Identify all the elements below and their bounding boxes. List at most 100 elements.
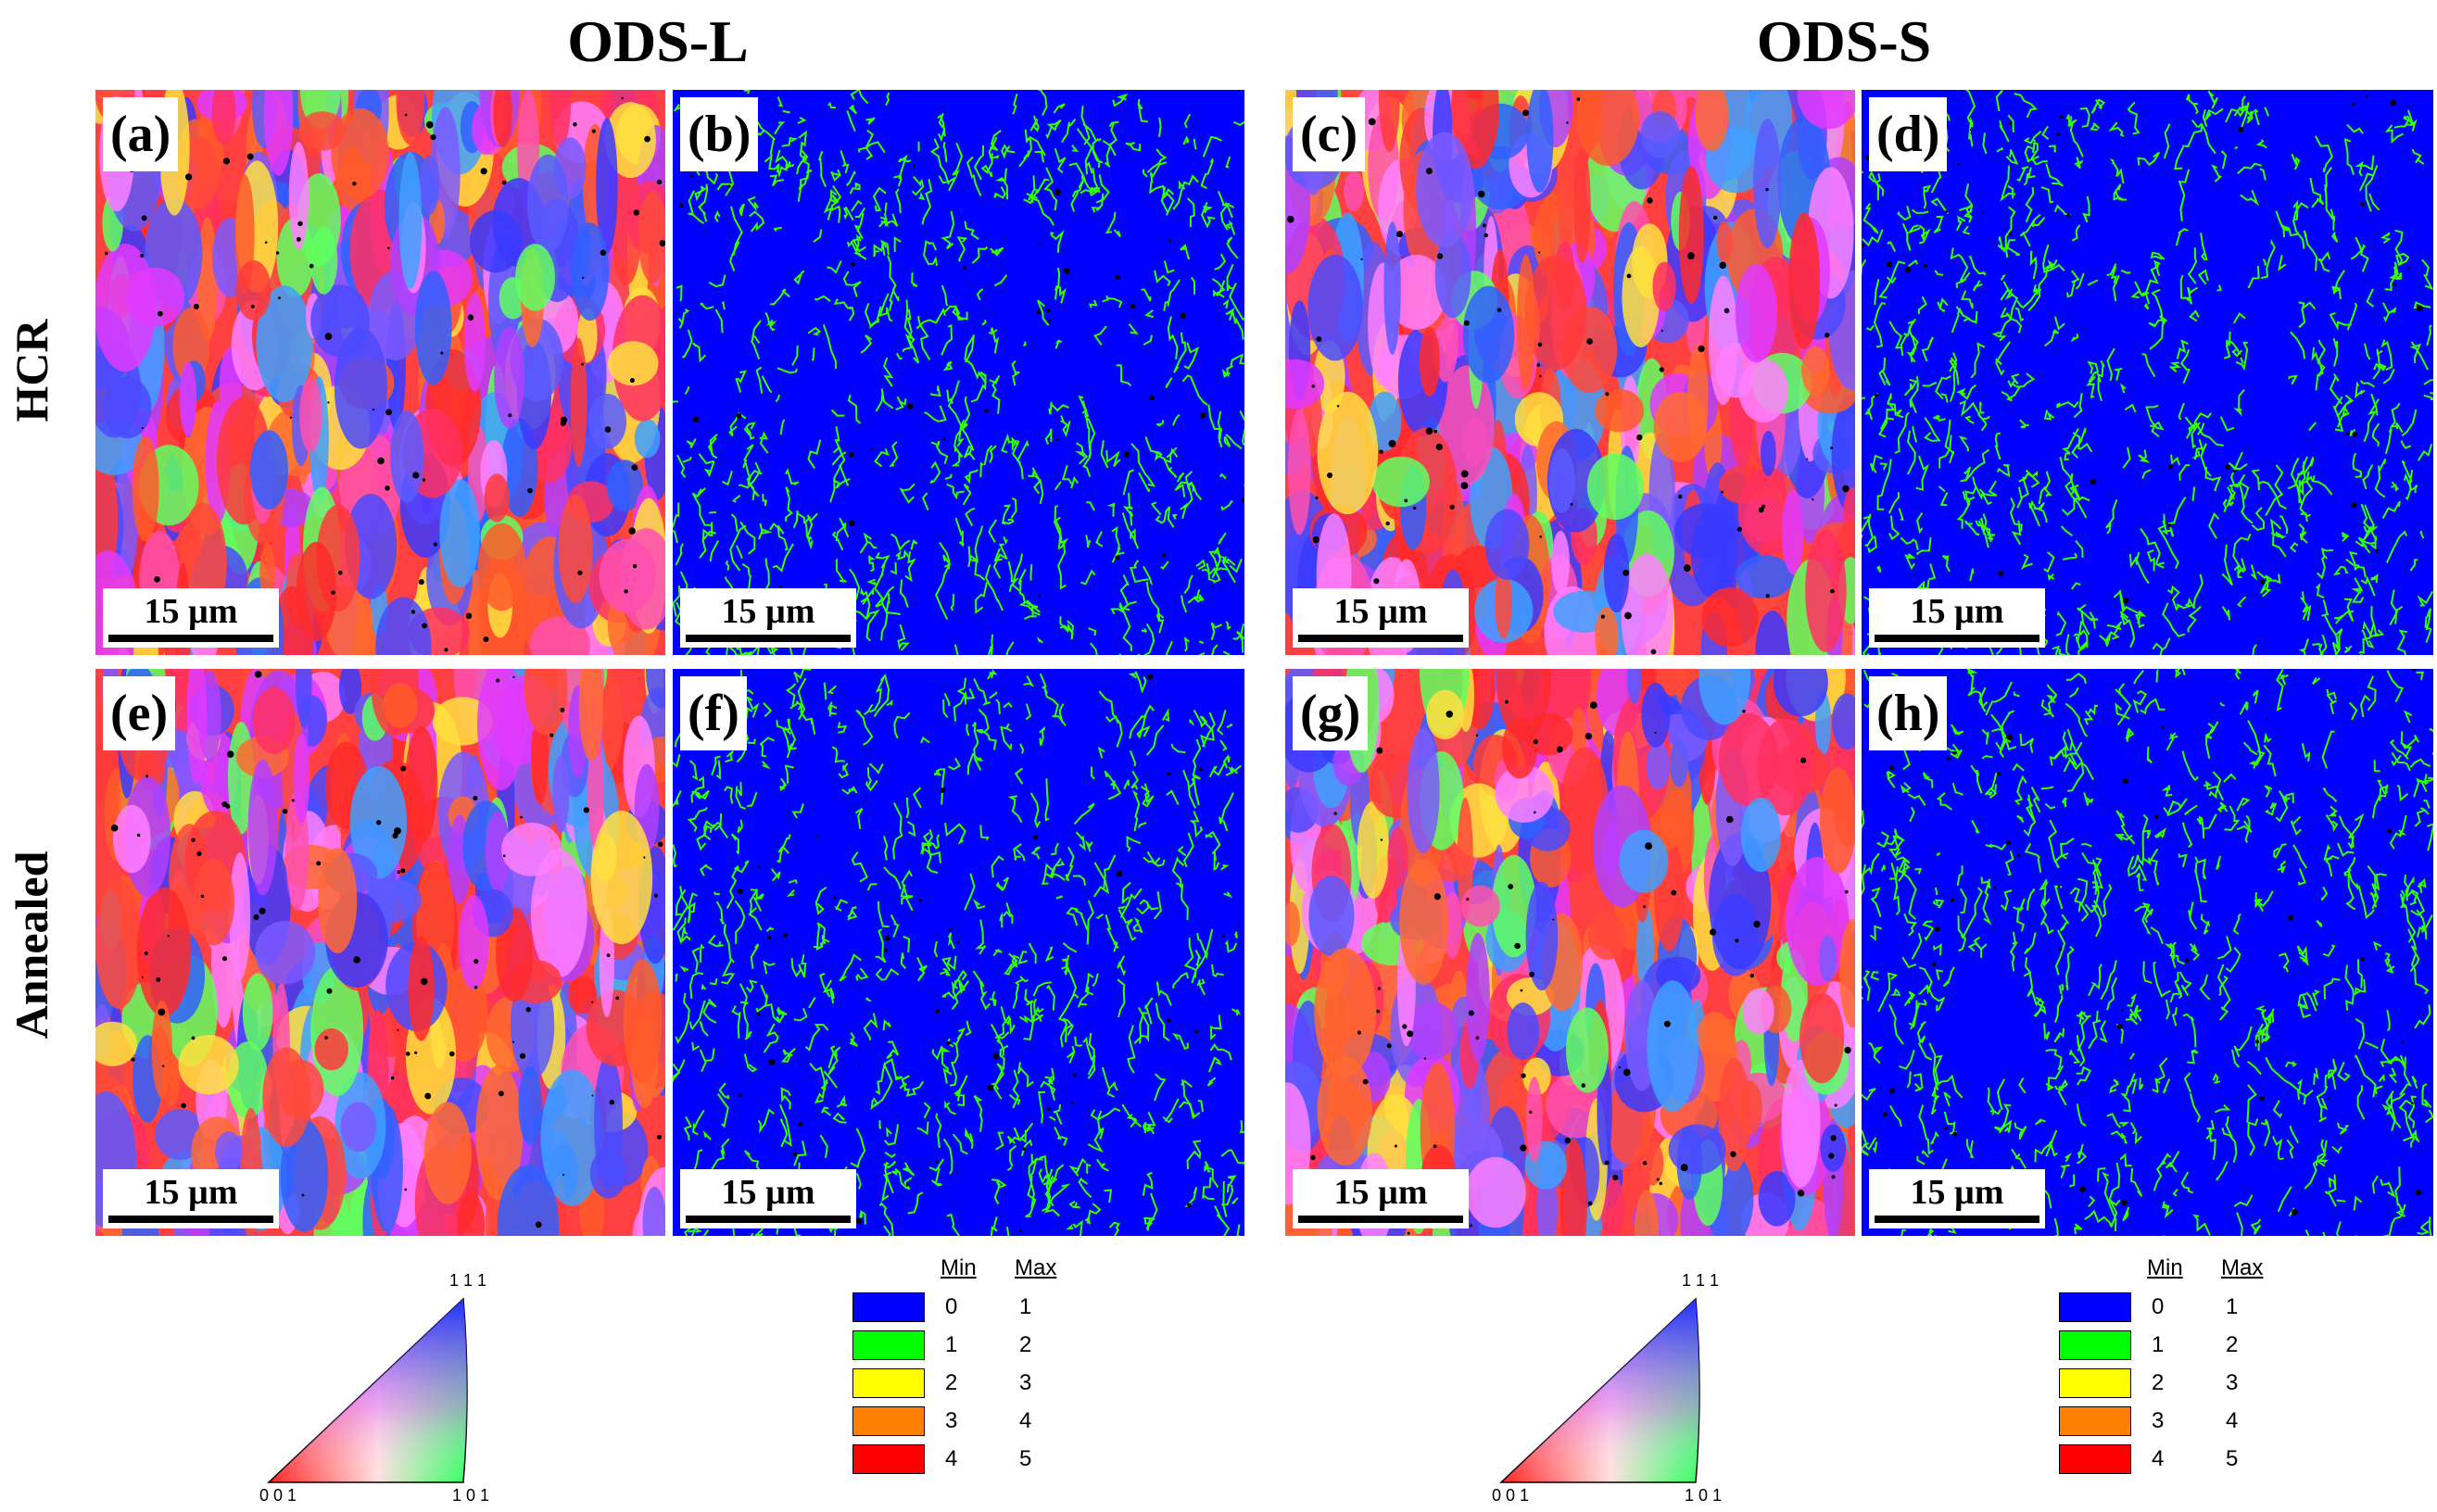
legend-min-value: 3 bbox=[945, 1408, 958, 1433]
kam-legend-right: Min Max 0 1 1 2 2 3 3 4 4 5 bbox=[2059, 1255, 2300, 1487]
scale-bar: 15 µm bbox=[103, 1169, 279, 1228]
scale-bar: 15 µm bbox=[1869, 1169, 2045, 1228]
panel-label: (c) bbox=[1293, 97, 1366, 171]
legend-min-value: 0 bbox=[945, 1294, 958, 1319]
kam-map-graphic bbox=[1862, 669, 2433, 1236]
ipf-map-graphic bbox=[1285, 90, 1855, 655]
scale-bar-text: 15 µm bbox=[721, 592, 815, 631]
ipf-triangle-icon bbox=[1499, 1297, 1700, 1483]
panel-f-kam-map: (f) 15 µm bbox=[673, 669, 1244, 1236]
scale-bar-text: 15 µm bbox=[1333, 592, 1428, 631]
scale-bar-text: 15 µm bbox=[1333, 1173, 1428, 1212]
scale-bar-line bbox=[686, 635, 851, 642]
panel-b-kam-map: (b) 15 µm bbox=[673, 90, 1244, 655]
legend-max-header: Max bbox=[2221, 1255, 2264, 1280]
legend-min-value: 4 bbox=[945, 1446, 958, 1471]
panel-label: (d) bbox=[1869, 97, 1948, 171]
ipf-map-graphic bbox=[95, 90, 665, 655]
scale-bar-text: 15 µm bbox=[144, 1173, 238, 1212]
scale-bar-text: 15 µm bbox=[1910, 1173, 2004, 1212]
ipf-label-101: 1 0 1 bbox=[1685, 1486, 1723, 1505]
scale-bar-text: 15 µm bbox=[721, 1173, 815, 1212]
scale-bar-text: 15 µm bbox=[1910, 592, 2004, 631]
legend-min-value: 2 bbox=[945, 1370, 958, 1395]
legend-swatch bbox=[852, 1292, 925, 1322]
scale-bar-line bbox=[1875, 635, 2039, 642]
panel-e-ipf-map: (e) 15 µm bbox=[95, 669, 665, 1236]
column-title-ods-l: ODS-L bbox=[567, 8, 749, 74]
legend-min-header: Min bbox=[941, 1255, 977, 1280]
panel-g-ipf-map: (g) 15 µm bbox=[1285, 669, 1855, 1236]
panel-label: (a) bbox=[103, 97, 179, 171]
legend-min-value: 1 bbox=[945, 1332, 958, 1357]
legend-min-value: 2 bbox=[2152, 1370, 2165, 1395]
panel-h-kam-map: (h) 15 µm bbox=[1862, 669, 2433, 1236]
panel-label: (g) bbox=[1293, 676, 1369, 750]
legend-max-value: 1 bbox=[2226, 1294, 2239, 1319]
legend-swatch bbox=[2059, 1292, 2131, 1322]
legend-min-header: Min bbox=[2147, 1255, 2183, 1280]
ipf-key-right: 1 1 1 0 0 1 1 0 1 bbox=[1483, 1253, 1761, 1507]
scale-bar: 15 µm bbox=[680, 1169, 856, 1228]
legend-swatch bbox=[2059, 1330, 2131, 1360]
scale-bar: 15 µm bbox=[1293, 1169, 1469, 1228]
legend-min-value: 0 bbox=[2152, 1294, 2165, 1319]
scale-bar-line bbox=[1298, 1216, 1463, 1223]
legend-max-value: 1 bbox=[1019, 1294, 1032, 1319]
ipf-map-graphic bbox=[1285, 669, 1855, 1236]
legend-max-value: 2 bbox=[1019, 1332, 1032, 1357]
legend-swatch bbox=[852, 1368, 925, 1398]
legend-swatch bbox=[2059, 1406, 2131, 1436]
row-title-annealed: Annealed bbox=[6, 850, 57, 1040]
legend-max-value: 5 bbox=[2226, 1446, 2239, 1471]
legend-max-value: 3 bbox=[1019, 1370, 1032, 1395]
legend-swatch bbox=[852, 1444, 925, 1474]
panel-c-ipf-map: (c) 15 µm bbox=[1285, 90, 1855, 655]
legend-max-value: 2 bbox=[2226, 1332, 2239, 1357]
legend-max-value: 3 bbox=[2226, 1370, 2239, 1395]
kam-map-graphic bbox=[673, 669, 1244, 1236]
legend-min-value: 3 bbox=[2152, 1408, 2165, 1433]
legend-max-header: Max bbox=[1015, 1255, 1057, 1280]
scale-bar: 15 µm bbox=[1293, 588, 1469, 648]
kam-legend-left: Min Max 0 1 1 2 2 3 3 4 4 5 bbox=[852, 1255, 1093, 1487]
panel-a-ipf-map: (a) 15 µm bbox=[95, 90, 665, 655]
legend-swatch bbox=[852, 1330, 925, 1360]
column-title-ods-s: ODS-S bbox=[1756, 8, 1932, 74]
panel-d-kam-map: (d) 15 µm bbox=[1862, 90, 2433, 655]
legend-min-value: 4 bbox=[2152, 1446, 2165, 1471]
ipf-label-001: 0 0 1 bbox=[259, 1486, 297, 1505]
panel-label: (e) bbox=[103, 676, 176, 750]
legend-swatch bbox=[2059, 1444, 2131, 1474]
panel-label: (h) bbox=[1869, 676, 1948, 750]
scale-bar-line bbox=[108, 1216, 273, 1223]
ipf-key-left: 1 1 1 0 0 1 1 0 1 bbox=[250, 1253, 528, 1507]
scale-bar-line bbox=[1298, 635, 1463, 642]
scale-bar: 15 µm bbox=[680, 588, 856, 648]
scale-bar-line bbox=[686, 1216, 851, 1223]
ipf-label-111: 1 1 1 bbox=[449, 1271, 487, 1290]
legend-swatch bbox=[852, 1406, 925, 1436]
panel-label: (b) bbox=[680, 97, 759, 171]
scale-bar-line bbox=[108, 635, 273, 642]
ipf-label-101: 1 0 1 bbox=[452, 1486, 490, 1505]
ipf-label-111: 1 1 1 bbox=[1682, 1271, 1720, 1290]
legend-min-value: 1 bbox=[2152, 1332, 2165, 1357]
scale-bar: 15 µm bbox=[103, 588, 279, 648]
row-title-hcr: HCR bbox=[6, 319, 57, 422]
scale-bar: 15 µm bbox=[1869, 588, 2045, 648]
ipf-label-001: 0 0 1 bbox=[1492, 1486, 1530, 1505]
legend-max-value: 4 bbox=[1019, 1408, 1032, 1433]
scale-bar-text: 15 µm bbox=[144, 592, 238, 631]
ipf-triangle-icon bbox=[267, 1297, 468, 1483]
legend-max-value: 5 bbox=[1019, 1446, 1032, 1471]
legend-swatch bbox=[2059, 1368, 2131, 1398]
